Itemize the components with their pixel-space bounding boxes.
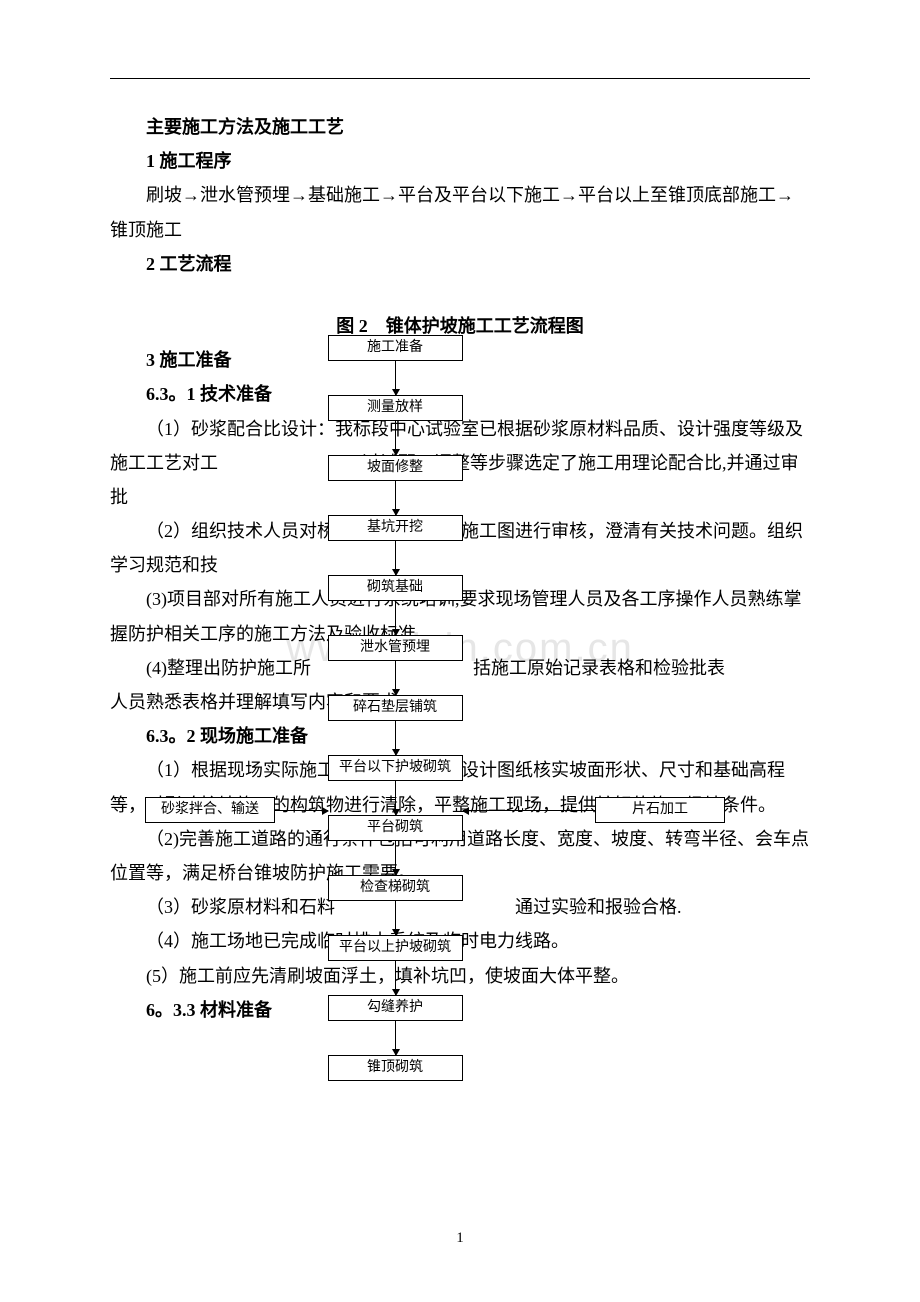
heading-s632: 6.3。2 现场施工准备 bbox=[110, 719, 810, 753]
figure-caption: 图 2 锥体护坡施工工艺流程图 bbox=[110, 309, 810, 343]
heading-s3: 3 施工准备 bbox=[110, 343, 810, 377]
page-content: 主要施工方法及施工工艺 1 施工程序 刷坡→泄水管预埋→基础施工→平台及平台以下… bbox=[0, 0, 920, 1067]
para-632-2: （2)完善施工道路的通行条件包括可利用道路长度、宽度、坡度、转弯半径、会车点位置… bbox=[110, 822, 810, 890]
para-632-4: （4）施工场地已完成临时排水系统及临时电力线路。 bbox=[110, 924, 810, 958]
para-632-5: (5）施工前应先清刷坡面浮土，填补坑凹，使坡面大体平整。 bbox=[110, 959, 810, 993]
para-631-1: （1）砂浆配合比设计：我标段中心试验室已根据砂浆原材料品质、设计强度等级及施工工… bbox=[110, 412, 810, 515]
para-631-4: (4)整理出防护施工所 括施工原始记录表格和检验批表 人员熟悉表格并理解填写内容… bbox=[110, 651, 810, 719]
para-632-3: （3）砂浆原材料和石料 通过实验和报验合格. bbox=[110, 890, 810, 924]
heading-s633: 6。3.3 材料准备 bbox=[110, 993, 810, 1027]
heading-main: 主要施工方法及施工工艺 bbox=[110, 110, 810, 144]
page-number: 1 bbox=[0, 1224, 920, 1253]
para-632-1: （1）根据现场实际施工情况，严格按照设计图纸核实坡面形状、尺寸和基础高程等，对影… bbox=[110, 753, 810, 821]
heading-s631: 6.3。1 技术准备 bbox=[110, 377, 810, 411]
heading-s2: 2 工艺流程 bbox=[110, 247, 810, 281]
para-631-2: （2）组织技术人员对桥台锥体护坡防护施工图进行审核，澄清有关技术问题。组织学习规… bbox=[110, 514, 810, 582]
heading-s1: 1 施工程序 bbox=[110, 144, 810, 178]
para-631-3: (3)项目部对所有施工人员进行系统培训,要求现场管理人员及各工序操作人员熟练掌握… bbox=[110, 582, 810, 650]
para-p1: 刷坡→泄水管预埋→基础施工→平台及平台以下施工→平台以上至锥顶底部施工→锥顶施工 bbox=[110, 178, 810, 246]
